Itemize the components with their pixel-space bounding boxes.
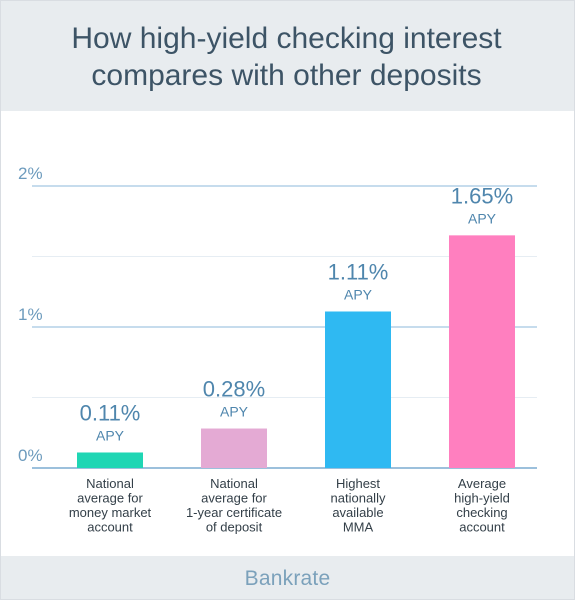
category-label: money market [69, 505, 152, 520]
category-label: high-yield [454, 491, 510, 506]
value-label: 1.11% [328, 259, 389, 284]
category-label: MMA [343, 520, 374, 535]
category-label: average for [201, 491, 267, 506]
value-label: 0.28% [203, 377, 265, 402]
unit-label: APY [468, 210, 497, 226]
unit-label: APY [220, 404, 249, 420]
category-label: average for [77, 491, 143, 506]
category-label: 1-year certificate [186, 505, 282, 520]
bar [325, 311, 391, 468]
category-label: National [210, 476, 258, 491]
chart-title: How high-yield checking interest compare… [0, 20, 573, 94]
bar [201, 428, 267, 468]
header-band [1, 1, 574, 111]
category-label: checking [456, 505, 507, 520]
unit-label: APY [344, 286, 373, 302]
unit-label: APY [96, 427, 125, 443]
category-label: National [86, 476, 134, 491]
category-label: available [332, 505, 383, 520]
bar [449, 235, 515, 468]
y-tick-label: 1% [18, 305, 43, 324]
title-line-1: How high-yield checking interest [71, 22, 502, 55]
category-label: of deposit [206, 520, 263, 535]
footer-band: Bankrate [1, 556, 574, 599]
category-label: Average [458, 476, 506, 491]
brand-logo: Bankrate [244, 567, 331, 590]
value-label: 0.11% [80, 400, 141, 425]
category-label: account [87, 520, 133, 535]
y-tick-label: 0% [18, 446, 43, 465]
y-tick-label: 2% [18, 164, 43, 183]
bar [77, 452, 143, 468]
category-label: account [459, 520, 505, 535]
category-label: Highest [336, 476, 380, 491]
category-label: nationally [331, 491, 386, 506]
title-line-2: compares with other deposits [91, 59, 482, 92]
value-label: 1.65% [451, 183, 513, 208]
